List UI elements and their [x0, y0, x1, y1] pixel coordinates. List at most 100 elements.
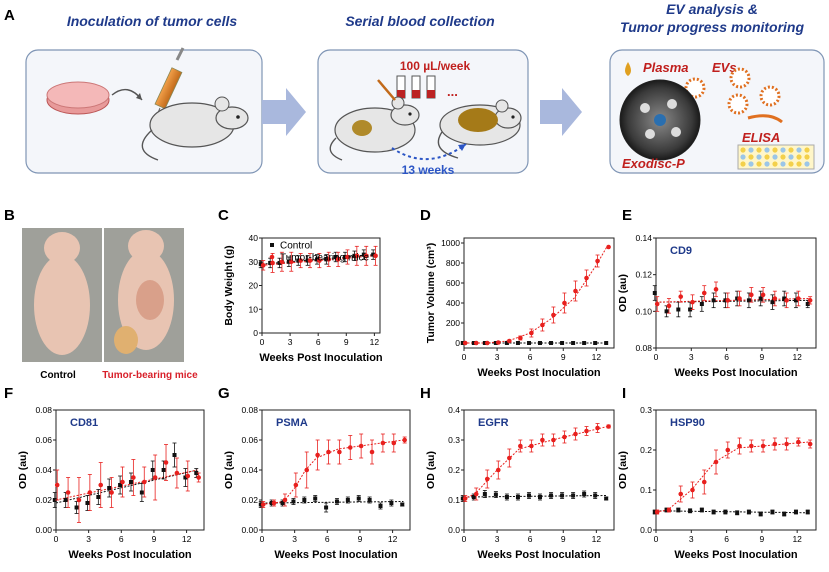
- elisa-well: [756, 147, 762, 153]
- data-point-control: [324, 257, 329, 262]
- data-point-control: [652, 510, 657, 514]
- elisa-well: [780, 161, 786, 167]
- x-tick-label: 3: [495, 352, 500, 362]
- data-point-control: [334, 499, 339, 504]
- y-tick-label: 0: [455, 338, 460, 348]
- data-point-tumor: [690, 299, 695, 305]
- data-point-tumor: [678, 294, 684, 299]
- x-tick-label: 12: [592, 352, 602, 362]
- data-point-tumor: [666, 507, 672, 513]
- data-point-control: [460, 496, 465, 501]
- data-point-control: [482, 341, 487, 345]
- elisa-well: [764, 154, 770, 160]
- tumor-label: Tumor-bearing mice: [102, 370, 198, 381]
- y-tick-label: 600: [446, 278, 460, 288]
- x-tick-label: 3: [292, 534, 297, 544]
- blood-tubes-icon: [396, 75, 436, 99]
- x-tick-label: 12: [182, 534, 192, 544]
- chart-title: PSMA: [276, 417, 308, 429]
- panel-letter-c: C: [218, 207, 229, 224]
- data-point-tumor: [304, 467, 310, 473]
- data-point-tumor: [772, 296, 778, 301]
- data-point-tumor: [462, 340, 468, 346]
- x-axis-label: Weeks Post Inoculation: [674, 549, 798, 561]
- data-point-tumor: [678, 491, 684, 497]
- data-point-tumor: [584, 428, 589, 434]
- data-point-tumor: [584, 275, 589, 281]
- x-axis-label: Weeks Post Inoculation: [274, 549, 398, 561]
- data-point-control: [74, 505, 79, 510]
- step2-volume: 100 µL/week: [400, 59, 471, 73]
- data-point-tumor: [606, 424, 611, 429]
- x-tick-label: 6: [724, 352, 729, 362]
- data-point-tumor: [725, 447, 731, 453]
- elisa-well: [796, 161, 802, 167]
- data-point-tumor: [562, 300, 567, 306]
- data-point-control: [560, 493, 565, 498]
- data-point-tumor: [282, 497, 288, 503]
- elisa-well: [748, 154, 754, 160]
- data-point-control: [746, 298, 751, 303]
- data-point-control: [85, 501, 90, 505]
- elisa-well: [796, 147, 802, 153]
- data-point-tumor: [152, 475, 158, 480]
- x-tick-label: 0: [654, 534, 659, 544]
- data-point-control: [258, 502, 263, 507]
- mouse-large-tumor-icon: [437, 99, 522, 159]
- data-point-tumor: [749, 443, 754, 449]
- data-point-tumor: [573, 431, 578, 437]
- data-point-tumor: [326, 257, 332, 262]
- y-axis-label: OD (au): [17, 451, 29, 489]
- data-point-control: [549, 493, 554, 498]
- elisa-well: [780, 147, 786, 153]
- data-point-control: [515, 495, 520, 499]
- data-point-control: [128, 480, 133, 484]
- data-point-tumor: [796, 439, 801, 445]
- y-tick-label: 40: [249, 233, 259, 243]
- data-point-control: [367, 498, 372, 502]
- elisa-well: [756, 154, 762, 160]
- data-point-control: [735, 296, 740, 301]
- y-tick-label: 0.08: [635, 343, 652, 353]
- x-tick-label: 6: [119, 534, 124, 544]
- data-point-tumor: [713, 459, 719, 465]
- data-point-tumor: [288, 259, 294, 265]
- y-tick-label: 400: [446, 298, 460, 308]
- step1-title: Inoculation of tumor cells: [67, 13, 238, 29]
- data-point-tumor: [518, 443, 523, 449]
- data-point-control: [296, 258, 301, 263]
- data-point-control: [161, 468, 166, 472]
- y-tick-label: 0.4: [448, 405, 460, 415]
- data-point-control: [538, 495, 543, 499]
- x-tick-label: 9: [760, 352, 765, 362]
- data-point-tumor: [529, 443, 534, 449]
- step3-title-line1: EV analysis &: [666, 1, 758, 17]
- chart-title: EGFR: [478, 417, 509, 429]
- elisa-well: [788, 147, 794, 153]
- x-tick-label: 6: [528, 534, 533, 544]
- data-point-tumor: [540, 437, 545, 443]
- data-point-control: [538, 341, 543, 345]
- data-point-tumor: [98, 482, 104, 488]
- panel-letter-a: A: [4, 7, 15, 24]
- y-tick-label: 0.04: [35, 465, 52, 475]
- data-point-control: [371, 252, 376, 257]
- x-axis-label: Weeks Post Inoculation: [259, 352, 383, 364]
- data-point-control: [333, 255, 338, 259]
- x-axis-label: Weeks Post Inoculation: [477, 367, 601, 379]
- y-tick-label: 20: [249, 281, 259, 291]
- step2-title: Serial blood collection: [345, 13, 494, 29]
- elisa-well: [772, 154, 778, 160]
- x-tick-label: 12: [388, 534, 398, 544]
- data-point-control: [96, 495, 101, 499]
- data-point-control: [793, 510, 798, 514]
- data-point-tumor: [701, 479, 707, 485]
- x-tick-label: 3: [495, 534, 500, 544]
- data-point-tumor: [484, 476, 490, 482]
- data-point-control: [269, 501, 274, 505]
- x-tick-label: 9: [344, 337, 349, 347]
- arrow-right-icon: [540, 88, 582, 136]
- y-tick-label: 0.1: [640, 485, 652, 495]
- step3-elisa: ELISA: [742, 130, 780, 145]
